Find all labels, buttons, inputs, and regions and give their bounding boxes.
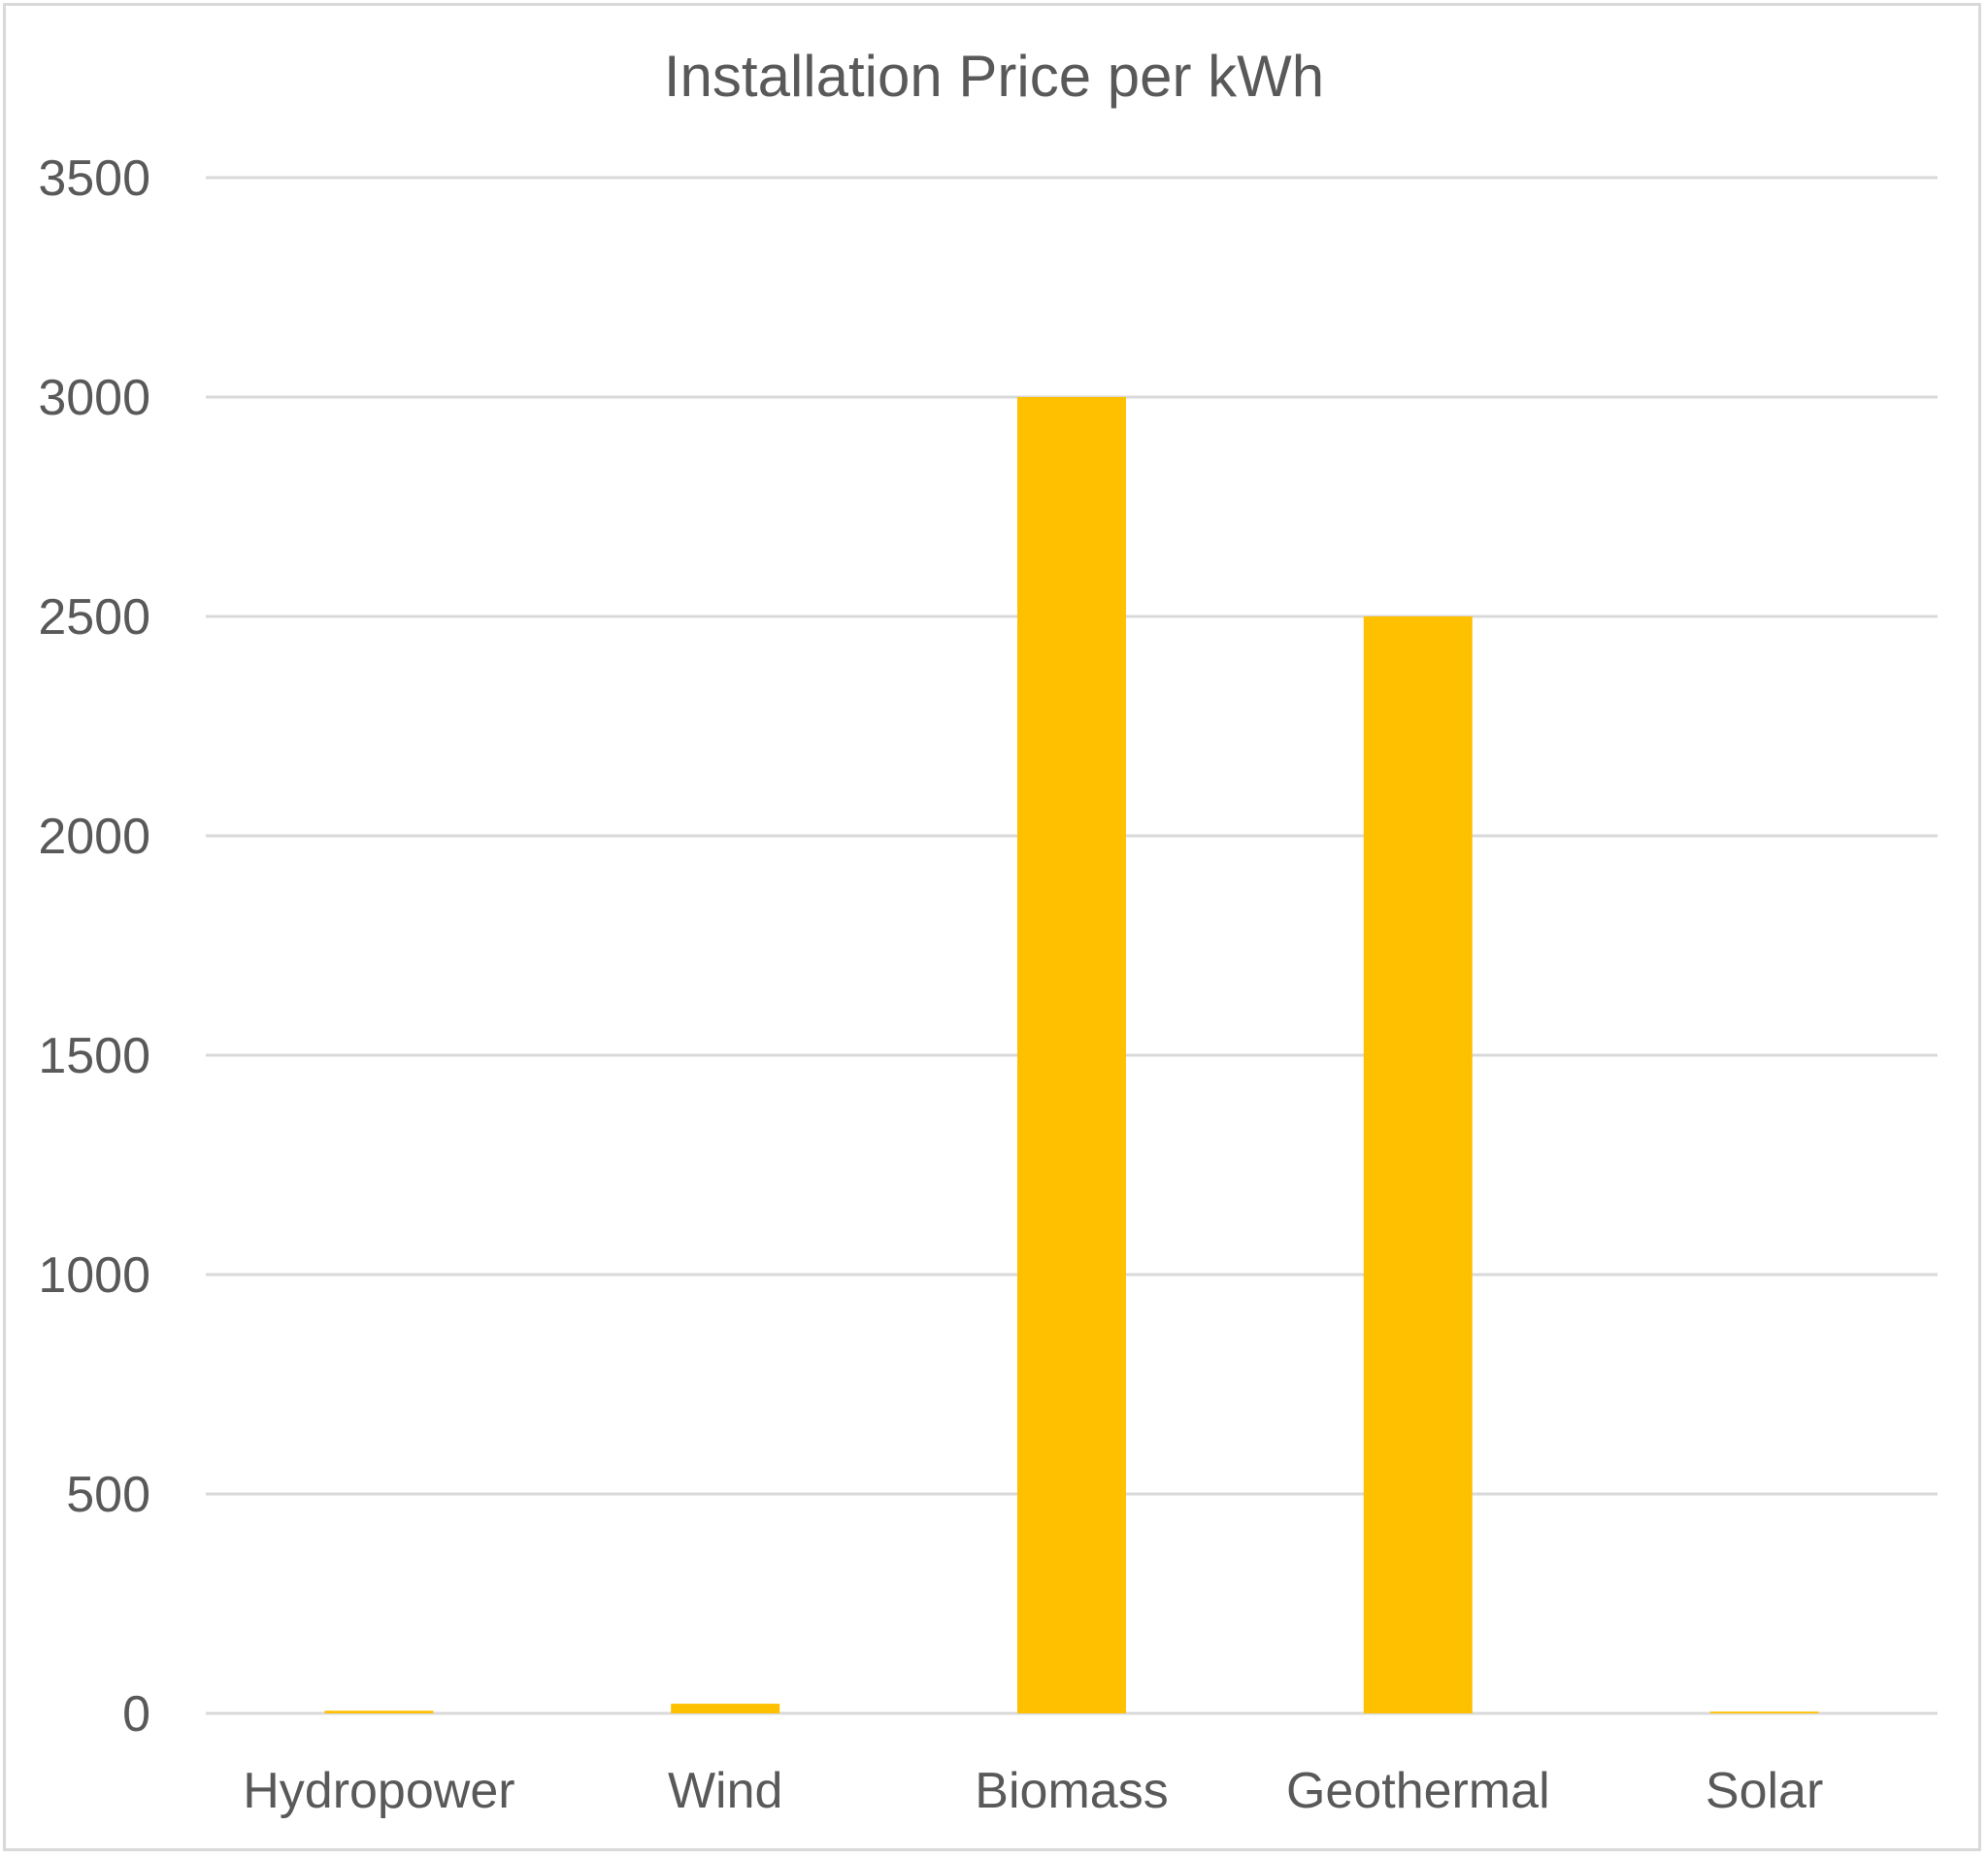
x-tick-label: Geothermal (1286, 1763, 1550, 1819)
x-tick-label: Biomass (975, 1763, 1168, 1819)
bar-solar (1709, 1711, 1819, 1713)
y-tick-label: 2500 (38, 589, 150, 646)
chart-frame (3, 3, 1981, 1851)
bar-hydropower (324, 1710, 434, 1713)
y-tick-label: 0 (122, 1686, 150, 1742)
y-tick-label: 2000 (38, 809, 150, 865)
bar-biomass (1017, 397, 1126, 1713)
x-tick-label: Wind (668, 1763, 782, 1819)
bar-geothermal (1363, 616, 1473, 1713)
y-tick-label: 3500 (38, 150, 150, 207)
y-tick-label: 1000 (38, 1247, 150, 1304)
y-tick-label: 500 (66, 1467, 150, 1523)
y-axis-ticks: 0 500 1000 1500 2000 2500 3000 3500 (38, 150, 150, 1742)
x-tick-label: Hydropower (243, 1763, 514, 1819)
bar-wind (671, 1704, 780, 1713)
bars (324, 397, 1819, 1713)
y-tick-label: 3000 (38, 370, 150, 426)
chart-title: Installation Price per kWh (664, 44, 1324, 109)
x-axis-ticks: Hydropower Wind Biomass Geothermal Solar (243, 1763, 1823, 1819)
y-tick-label: 1500 (38, 1028, 150, 1084)
x-tick-label: Solar (1706, 1763, 1823, 1819)
